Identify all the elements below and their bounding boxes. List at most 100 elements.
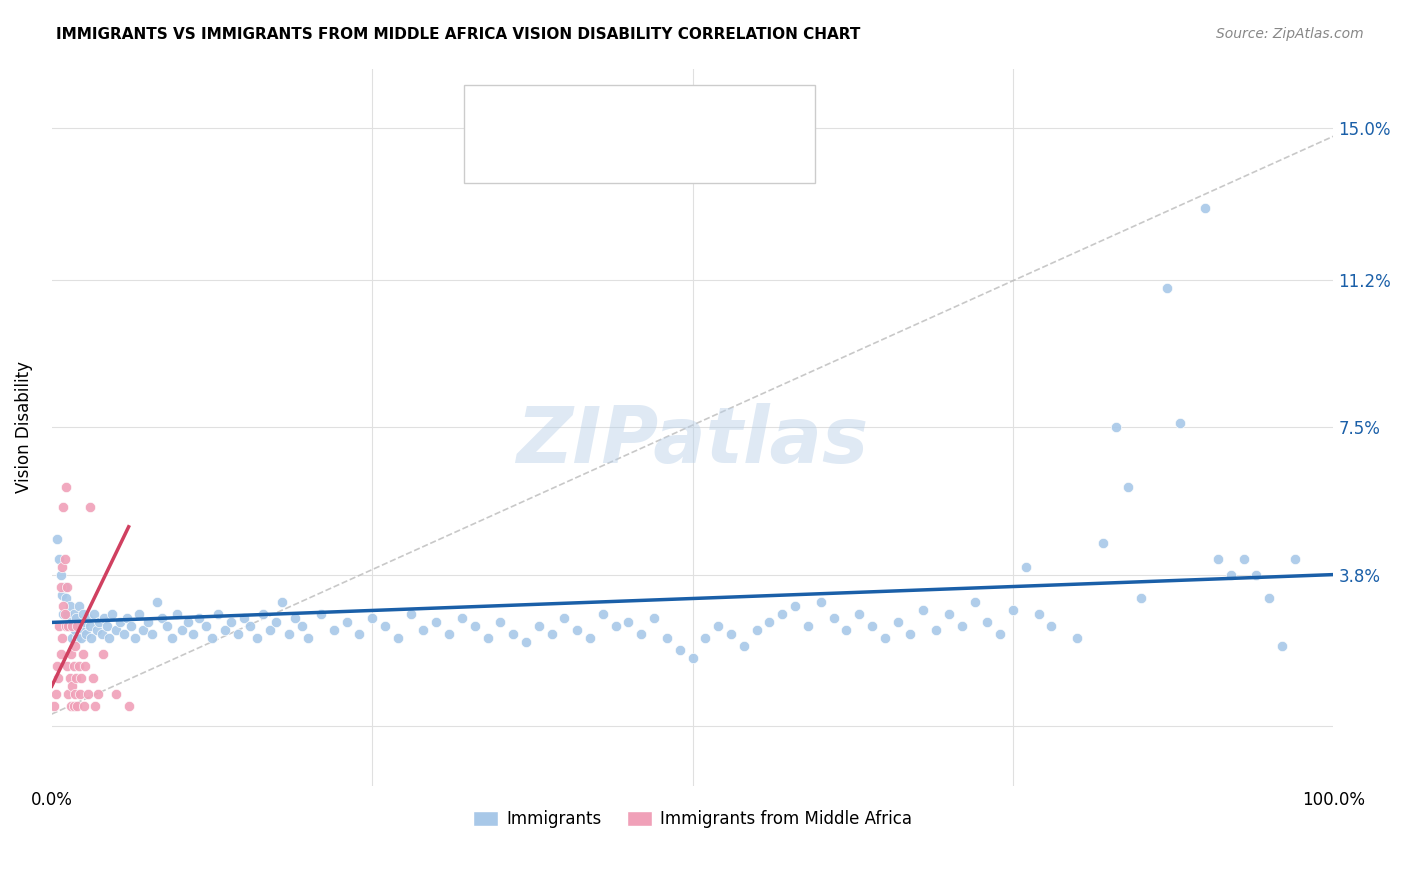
Text: 45: 45 [658, 156, 683, 174]
Point [219, 615, 242, 630]
Point [1194, 201, 1216, 215]
Point [540, 627, 562, 641]
Point [67, 599, 90, 614]
Point [938, 607, 960, 622]
Point [53, 607, 76, 622]
Point [55, 619, 77, 633]
Point [90, 627, 112, 641]
Point [1246, 567, 1268, 582]
Point [194, 619, 217, 633]
Point [75, 615, 97, 630]
Point [239, 619, 262, 633]
Point [69, 619, 91, 633]
Point [172, 624, 194, 638]
Point [52, 599, 75, 614]
Point [201, 632, 224, 646]
Point [335, 615, 357, 630]
Point [49, 580, 72, 594]
Point [259, 624, 281, 638]
Point [48, 551, 70, 566]
Point [86, 624, 108, 638]
Point [873, 632, 896, 646]
Point [682, 651, 704, 665]
Point [53, 580, 76, 594]
Point [489, 615, 512, 630]
Text: 0.217: 0.217 [564, 156, 620, 174]
Point [76, 687, 98, 701]
Point [62, 699, 84, 714]
Point [62, 659, 84, 673]
Y-axis label: Vision Disability: Vision Disability [15, 361, 32, 493]
Point [1233, 551, 1256, 566]
Point [45, 687, 67, 701]
Point [976, 615, 998, 630]
Point [322, 624, 344, 638]
Point [69, 687, 91, 701]
Point [900, 627, 922, 641]
Point [66, 619, 89, 633]
Point [527, 619, 550, 633]
Point [399, 607, 422, 622]
Point [58, 619, 80, 633]
Point [45, 532, 67, 546]
Point [84, 699, 107, 714]
Text: N =: N = [609, 156, 657, 174]
Point [79, 500, 101, 514]
Point [264, 615, 287, 630]
Point [592, 607, 614, 622]
Point [75, 627, 97, 641]
Point [75, 659, 97, 673]
Point [53, 551, 76, 566]
Point [567, 624, 589, 638]
Point [1219, 567, 1241, 582]
Point [695, 632, 717, 646]
Point [48, 619, 70, 633]
Point [1028, 607, 1050, 622]
Point [83, 607, 105, 622]
Point [101, 607, 124, 622]
Point [104, 687, 127, 701]
Point [214, 624, 236, 638]
Point [51, 559, 73, 574]
Point [886, 615, 908, 630]
Point [58, 687, 80, 701]
Point [1015, 559, 1038, 574]
Point [425, 615, 447, 630]
Point [59, 699, 82, 714]
Point [93, 611, 115, 625]
Point [58, 619, 80, 633]
Point [156, 619, 179, 633]
Point [374, 619, 396, 633]
Point [112, 627, 135, 641]
Point [46, 671, 69, 685]
Text: N =: N = [609, 116, 657, 134]
Text: ZIPatlas: ZIPatlas [516, 403, 869, 480]
Point [823, 611, 845, 625]
Point [912, 603, 935, 617]
Point [70, 671, 93, 685]
Point [49, 567, 72, 582]
Point [51, 587, 73, 601]
Point [720, 627, 742, 641]
Point [117, 611, 139, 625]
Point [579, 632, 602, 646]
Point [617, 615, 640, 630]
Point [120, 619, 142, 633]
Point [810, 595, 832, 609]
Point [176, 615, 198, 630]
Point [62, 607, 84, 622]
Point [66, 632, 89, 646]
Point [60, 679, 83, 693]
Point [70, 632, 93, 646]
Point [52, 500, 75, 514]
Point [80, 632, 103, 646]
Text: R =: R = [524, 156, 561, 174]
Point [1104, 420, 1126, 434]
Point [67, 659, 90, 673]
Point [72, 607, 94, 622]
Point [56, 580, 79, 594]
Point [309, 607, 332, 622]
Point [1118, 480, 1140, 494]
Point [166, 607, 188, 622]
Point [59, 671, 82, 685]
